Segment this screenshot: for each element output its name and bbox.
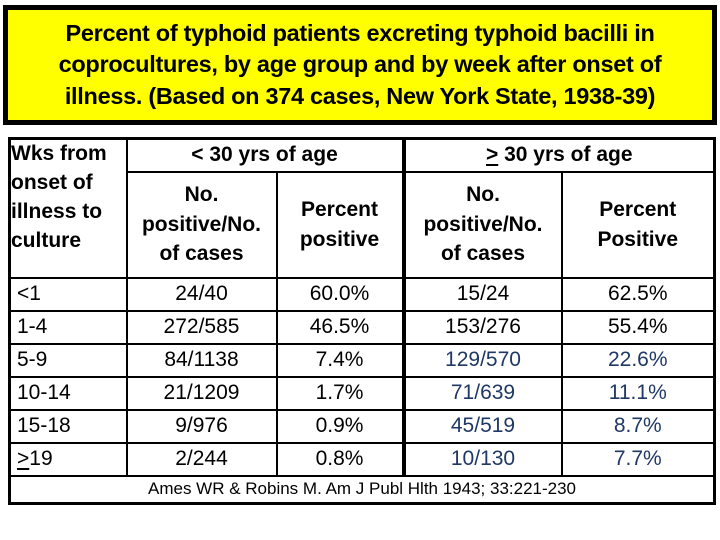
table-row-week-1-4: 1-4 272/585 46.5% 153/276 55.4% — [8, 309, 716, 345]
slide-title-line-2: coprocultures, by age group and by week … — [58, 51, 662, 78]
title-box: Percent of typhoid patients excreting ty… — [3, 5, 717, 125]
geq-underline-prefix: > — [486, 143, 499, 167]
week-label: 15-18 — [8, 408, 128, 444]
geq-underline-prefix: > — [17, 447, 30, 470]
group-header-30-plus: > 30 yrs of age — [401, 137, 716, 173]
subheader-percent-under-30: Percent positive — [275, 170, 405, 279]
value-cell: 2/244 — [125, 441, 278, 477]
value-cell: 272/585 — [125, 309, 278, 345]
subheader-percent-30-plus: Percent Positive — [560, 170, 716, 279]
week-label: >19 — [8, 441, 128, 477]
value-cell: 84/1138 — [125, 342, 278, 378]
value-cell-highlighted: 11.1% — [560, 375, 716, 411]
week-text: <1 — [17, 282, 41, 305]
week-label: 5-9 — [8, 342, 128, 378]
value-cell-highlighted: 129/570 — [401, 342, 563, 378]
week-label: 10-14 — [8, 375, 128, 411]
citation-row: Ames WR & Robins M. Am J Publ Hlth 1943;… — [8, 474, 716, 505]
value-cell: 9/976 — [125, 408, 278, 444]
week-label: <1 — [8, 276, 128, 312]
table-row-week-ge19: >19 2/244 0.8% 10/130 7.7% — [8, 441, 716, 477]
group-label: < 30 yrs of age — [191, 143, 338, 167]
table-row-week-5-9: 5-9 84/1138 7.4% 129/570 22.6% — [8, 342, 716, 378]
group-header-row: Wks from onset of illness to culture < 3… — [8, 137, 716, 279]
value-cell-highlighted: 10/130 — [401, 441, 563, 477]
typhoid-excretion-table: Wks from onset of illness to culture < 3… — [8, 137, 716, 505]
value-cell-highlighted: 45/519 — [401, 408, 563, 444]
col-header-weeks: Wks from onset of illness to culture — [8, 137, 128, 279]
value-cell: 24/40 — [125, 276, 278, 312]
week-text: 5-9 — [17, 348, 48, 371]
value-cell-highlighted: 8.7% — [560, 408, 716, 444]
value-cell: 60.0% — [275, 276, 405, 312]
subheader-positive-under-30: No. positive/No. of cases — [125, 170, 278, 279]
value-cell-highlighted: 22.6% — [560, 342, 716, 378]
table-row-week-10-14: 10-14 21/1209 1.7% 71/639 11.1% — [8, 375, 716, 411]
value-cell: 153/276 — [401, 309, 563, 345]
subheader-positive-30-plus: No. positive/No. of cases — [401, 170, 563, 279]
group-header-under-30: < 30 yrs of age — [125, 137, 405, 173]
value-cell: 7.4% — [275, 342, 405, 378]
table-row-week-15-18: 15-18 9/976 0.9% 45/519 8.7% — [8, 408, 716, 444]
value-cell: 0.9% — [275, 408, 405, 444]
value-cell: 0.8% — [275, 441, 405, 477]
slide-title-line-3: illness. (Based on 374 cases, New York S… — [64, 82, 656, 109]
slide-title-line-1: Percent of typhoid patients excreting ty… — [65, 20, 655, 47]
week-text: 1-4 — [17, 315, 48, 338]
value-cell-highlighted: 7.7% — [560, 441, 716, 477]
week-text: 19 — [29, 447, 53, 470]
value-cell: 62.5% — [560, 276, 716, 312]
week-text: 15-18 — [17, 414, 71, 437]
value-cell: 21/1209 — [125, 375, 278, 411]
group-label: 30 yrs of age — [498, 143, 633, 167]
table-row-week-lt1: <1 24/40 60.0% 15/24 62.5% — [8, 276, 716, 312]
value-cell: 46.5% — [275, 309, 405, 345]
value-cell: 1.7% — [275, 375, 405, 411]
week-label: 1-4 — [8, 309, 128, 345]
value-cell: 55.4% — [560, 309, 716, 345]
value-cell: 15/24 — [401, 276, 563, 312]
sub-header-row: No. positive/No. of cases Percent positi… — [10, 170, 716, 279]
citation: Ames WR & Robins M. Am J Publ Hlth 1943;… — [8, 474, 716, 505]
week-text: 10-14 — [17, 381, 71, 404]
value-cell-highlighted: 71/639 — [401, 375, 563, 411]
